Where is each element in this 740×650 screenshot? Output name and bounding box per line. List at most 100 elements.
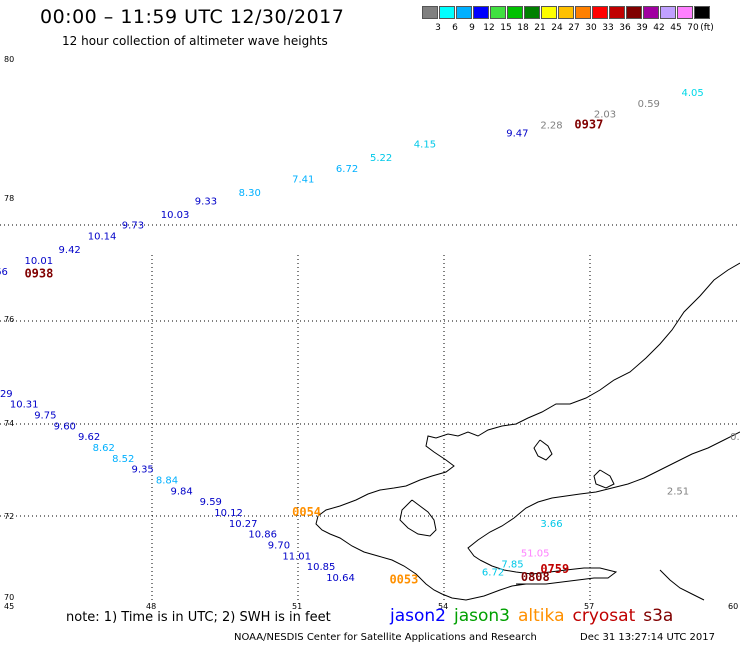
coastline-path	[315, 262, 740, 601]
legend-swatch	[643, 6, 659, 19]
satellite-jason3: jason3	[454, 606, 510, 626]
coastline-path	[533, 439, 553, 461]
map-title: 00:00 – 11:59 UTC 12/30/2017	[40, 6, 345, 28]
wave-height-value: 2.51	[667, 486, 689, 497]
legend-swatch	[524, 6, 540, 19]
legend-label: 9	[469, 23, 475, 33]
lon-label: 57	[584, 602, 594, 611]
wave-height-value: 9.35	[132, 465, 154, 476]
wave-height-value: 9.47	[506, 129, 528, 140]
legend-label: 12	[483, 23, 495, 33]
pass-time: 0808	[521, 570, 550, 584]
lat-label: 78	[4, 194, 14, 203]
wave-height-value: 9.62	[78, 432, 100, 443]
wave-height-value: 9.33	[195, 196, 217, 207]
footer-credit: NOAA/NESDIS Center for Satellite Applica…	[234, 632, 537, 643]
legend-swatch	[456, 6, 472, 19]
wave-height-value: 0.	[730, 432, 740, 443]
wave-height-value: 0.59	[638, 99, 660, 110]
coastline-path	[479, 559, 618, 585]
coastline	[315, 262, 740, 601]
satellite-altika: altika	[518, 606, 565, 626]
wave-height-value: 9.75	[34, 410, 56, 421]
wave-height-value: 10.03	[161, 210, 190, 221]
wave-height-value: 10.14	[88, 232, 117, 243]
legend-label: 15	[500, 23, 512, 33]
wave-height-value: 4.05	[681, 88, 703, 99]
wave-height-value: 10.27	[229, 519, 258, 530]
legend-label: 18	[517, 23, 529, 33]
legend-label: 24	[551, 23, 563, 33]
legend-swatch	[541, 6, 557, 19]
wave-height-value: 8.30	[239, 188, 261, 199]
pass-time: 0054	[292, 505, 321, 519]
footer-timestamp: Dec 31 13:27:14 UTC 2017	[580, 632, 715, 643]
pass-time: 0938	[24, 267, 53, 281]
wave-height-value: 11.01	[282, 551, 311, 562]
wave-height-value: 10.01	[24, 256, 53, 267]
lat-label: 72	[4, 512, 14, 521]
legend-label: 27	[568, 23, 580, 33]
wave-height-value: 8.84	[156, 475, 178, 486]
note-text: note: 1) Time is in UTC; 2) SWH is in fe…	[66, 610, 331, 625]
wave-height-value: 7.85	[501, 559, 523, 570]
legend-swatch	[558, 6, 574, 19]
wave-height-value: 9.84	[170, 486, 192, 497]
legend-label: 33	[602, 23, 614, 33]
pass-time: 0759	[540, 562, 569, 576]
wave-height-value: 9.42	[59, 245, 81, 256]
legend-label: 70	[687, 23, 699, 33]
lat-label: 76	[4, 315, 14, 324]
legend-swatch	[575, 6, 591, 19]
legend-label: 6	[452, 23, 458, 33]
lat-label: 80	[4, 55, 14, 64]
wave-height-value: 10.85	[307, 562, 336, 573]
map-subtitle: 12 hour collection of altimeter wave hei…	[62, 34, 328, 48]
wave-height-value: 10.64	[326, 573, 355, 584]
legend-swatch	[473, 6, 489, 19]
lon-label: 60	[728, 602, 738, 611]
legend-swatch	[677, 6, 693, 19]
legend-label: 39	[636, 23, 648, 33]
wave-height-value: 2.03	[594, 110, 616, 121]
lat-label: 70	[4, 593, 14, 602]
wave-height-value: 9.70	[268, 541, 290, 552]
wave-height-value: 6.72	[336, 164, 358, 175]
legend-swatch	[609, 6, 625, 19]
legend-swatch	[507, 6, 523, 19]
wave-height-value: 8.52	[112, 454, 134, 465]
legend-swatch	[439, 6, 455, 19]
pass-time: 0937	[574, 117, 603, 131]
wave-height-values: 4.05 0.59 2.03 2.28 9.47 4.15 5.22 6.72 7.41 8.30…	[0, 88, 740, 584]
coastline-path	[593, 469, 615, 489]
wave-height-value: 9.60	[54, 421, 76, 432]
wave-height-value: 9.73	[122, 221, 144, 232]
wave-height-value: 9.29	[0, 389, 13, 400]
coastline-path	[399, 499, 437, 537]
lon-label: 48	[146, 602, 156, 611]
map-grid	[0, 224, 740, 600]
wave-height-value: 9.66	[0, 267, 8, 278]
wave-height-value: 2.28	[540, 120, 562, 131]
satellite-s3a: s3a	[643, 606, 674, 626]
legend-label: 3	[435, 23, 441, 33]
wave-height-value: 51.05	[521, 549, 550, 560]
wave-height-value: 6.72	[482, 568, 504, 579]
coastline-path	[467, 431, 740, 561]
legend-label: (ft)	[700, 23, 714, 33]
wave-height-value: 5.22	[370, 153, 392, 164]
lon-label: 45	[4, 602, 14, 611]
satellite-cryosat: cryosat	[572, 606, 636, 626]
legend-swatch	[490, 6, 506, 19]
wave-height-value: 10.12	[214, 508, 243, 519]
legend-label: 30	[585, 23, 597, 33]
legend-swatch	[422, 6, 438, 19]
wave-height-value: 10.86	[248, 530, 277, 541]
legend-label: 42	[653, 23, 665, 33]
wave-height-value: 8.62	[93, 443, 115, 454]
lon-label: 51	[292, 602, 302, 611]
legend-swatch	[592, 6, 608, 19]
legend-label: 45	[670, 23, 682, 33]
legend-swatch	[694, 6, 710, 19]
